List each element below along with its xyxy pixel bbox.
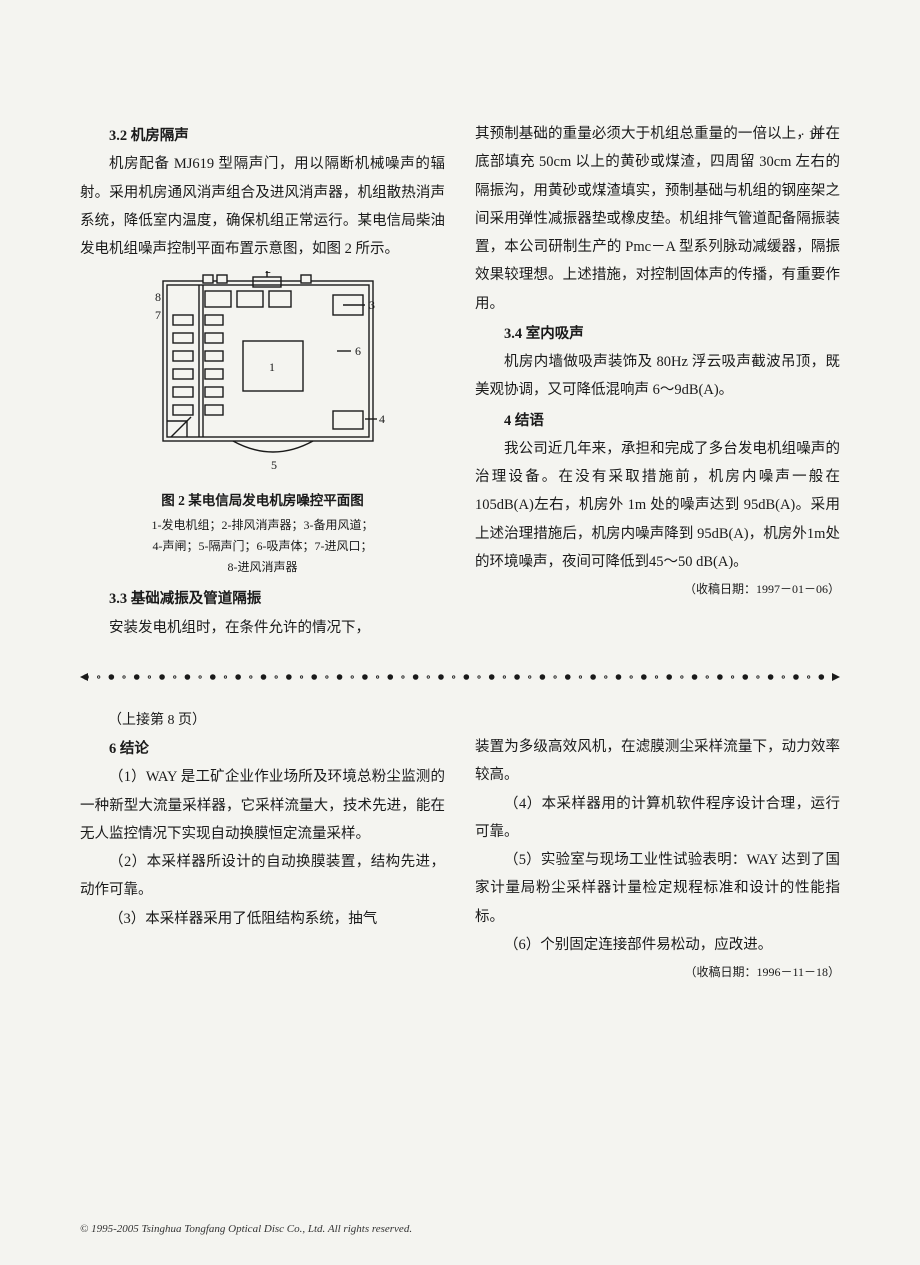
conclusion-4: （4）本采样器用的计算机软件程序设计合理，运行可靠。 [475,790,840,847]
figure-2: 8 7 2 3 6 1 4 5 图 2 某电信局发电机房噪控平面图 1-发电机组… [80,271,445,577]
copyright-footer: © 1995-2005 Tsinghua Tongfang Optical Di… [80,1223,412,1235]
fig-label-8: 8 [155,290,161,304]
conclusion-2: （2）本采样器所设计的自动换膜装置，结构先进，动作可靠。 [80,848,445,905]
para-3-3: 安装发电机组时，在条件允许的情况下， [80,614,445,642]
received-date-top: （收稿日期：1997－01－06） [475,578,840,601]
heading-3-4: 3.4 室内吸声 [475,320,840,348]
page-number: · 11 · [800,128,830,144]
conclusion-3: （3）本采样器采用了低阻结构系统，抽气 [80,905,445,933]
figure-2-caption: 图 2 某电信局发电机房噪控平面图 [80,488,445,514]
fig-label-5: 5 [271,458,277,471]
top-left-column: 3.2 机房隔声 机房配备 MJ619 型隔声门，用以隔断机械噪声的辐射。采用机… [80,120,445,642]
heading-4: 4 结语 [475,407,840,435]
continued-from: （上接第 8 页） [80,709,840,729]
heading-6: 6 结论 [80,735,445,763]
conclusion-3-cont: 装置为多级高效风机，在滤膜测尘采样流量下，动力效率较高。 [475,733,840,790]
figure-2-svg: 8 7 2 3 6 1 4 5 [133,271,393,471]
heading-3-2: 3.2 机房隔声 [80,122,445,150]
fig-label-3: 3 [369,298,375,312]
conclusion-5: （5）实验室与现场工业性试验表明：WAY 达到了国家计量局粉尘采样器计量检定规程… [475,846,840,931]
bottom-right-column: 装置为多级高效风机，在滤膜测尘采样流量下，动力效率较高。 （4）本采样器用的计算… [475,733,840,985]
figure-2-legend-2: 4-声闸；5-隔声门；6-吸声体；7-进风口； [80,537,445,556]
figure-2-legend-3: 8-进风消声器 [80,558,445,577]
received-date-bottom: （收稿日期：1996－11－18） [475,961,840,984]
fig-label-1: 1 [269,360,275,374]
fig-label-4: 4 [379,412,385,426]
conclusion-1: （1）WAY 是工矿企业作业场所及环境总粉尘监测的一种新型大流量采样器，它采样流… [80,763,445,848]
heading-3-3: 3.3 基础减振及管道隔振 [80,585,445,613]
bottom-left-column: 6 结论 （1）WAY 是工矿企业作业场所及环境总粉尘监测的一种新型大流量采样器… [80,733,445,985]
para-3-4: 机房内墙做吸声装饰及 80Hz 浮云吸声截波吊顶，既美观协调，又可降低混响声 6… [475,348,840,405]
conclusion-6: （6）个别固定连接部件易松动，应改进。 [475,931,840,959]
para-3-2: 机房配备 MJ619 型隔声门，用以隔断机械噪声的辐射。采用机房通风消声组合及进… [80,150,445,263]
fig-label-2: 2 [265,271,271,276]
bottom-article-columns: 6 结论 （1）WAY 是工矿企业作业场所及环境总粉尘监测的一种新型大流量采样器… [80,733,840,985]
top-right-column: 其预制基础的重量必须大于机组总重量的一倍以上，并在底部填充 50cm 以上的黄砂… [475,120,840,642]
fig-label-6: 6 [355,344,361,358]
figure-2-legend-1: 1-发电机组；2-排风消声器；3-备用风道； [80,516,445,535]
top-article-columns: 3.2 机房隔声 机房配备 MJ619 型隔声门，用以隔断机械噪声的辐射。采用机… [80,120,840,642]
section-divider [80,670,840,689]
para-4: 我公司近几年来，承担和完成了多台发电机组噪声的治理设备。在没有采取措施前，机房内… [475,435,840,576]
para-3-3-cont: 其预制基础的重量必须大于机组总重量的一倍以上，并在底部填充 50cm 以上的黄砂… [475,120,840,318]
fig-label-7: 7 [155,308,161,322]
